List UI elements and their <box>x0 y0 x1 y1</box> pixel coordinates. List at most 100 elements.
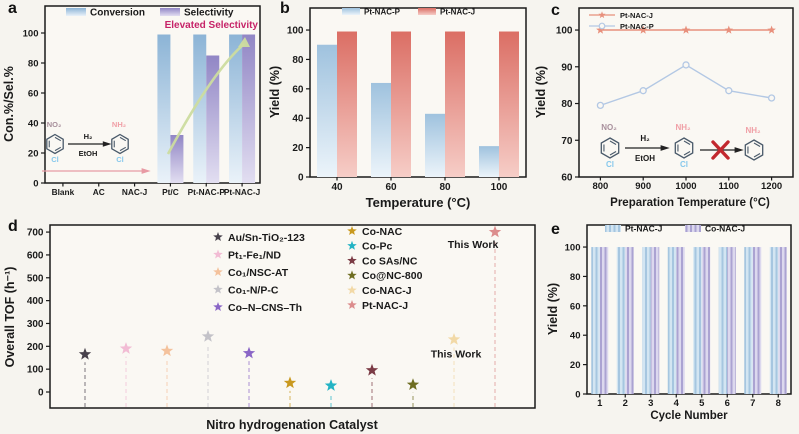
product-cl-label: Cl <box>116 155 124 164</box>
legend-marker-circle <box>598 22 606 30</box>
benzene-bond <box>54 136 62 142</box>
plot-area <box>44 5 261 184</box>
y-tick-label: 20 <box>28 149 39 160</box>
panel-label-a: a <box>8 0 17 17</box>
legend-label-Pt-NAC-J: Pt-NAC-J <box>362 300 408 312</box>
bar-Pt-NAC-P-60 <box>371 82 391 177</box>
benzene-bond <box>683 151 691 156</box>
x-axis-title: Temperature (°C) <box>366 195 471 210</box>
legend-label-Co@NC-800: Co@NC-800 <box>362 270 423 282</box>
x-tick-label: AC <box>93 187 105 197</box>
x-tick-label: 60 <box>385 182 397 193</box>
point-Co–N–CNS–Th <box>242 346 256 359</box>
progress-arrow-head <box>141 168 151 174</box>
bar-Conversion-Pt/C <box>157 34 171 183</box>
x-tick-label: 3 <box>648 398 653 409</box>
legend-label-Co-NAC: Co-NAC <box>362 226 403 238</box>
point-Pt-NAC-J-900 <box>638 25 648 34</box>
point-Pt-NAC-J-1200 <box>767 25 776 34</box>
legend-label-Pt-NAC-J: Pt-NAC-J <box>620 11 653 20</box>
legend-marker-Co-NAC <box>347 226 357 235</box>
legend-label-conversion: Conversion <box>90 8 145 19</box>
bar-Co-NAC-J-cycle-2 <box>625 247 634 394</box>
y-tick-label: 100 <box>287 26 304 37</box>
point-Pt₁-Fe₁/ND <box>119 342 133 354</box>
y-tick-label: 100 <box>565 243 581 254</box>
bar-Co-NAC-J-cycle-8 <box>778 247 787 394</box>
y-tick-label: 600 <box>27 250 44 261</box>
bar-Pt-NAC-J-cycle-6 <box>718 247 728 394</box>
point-Pt-NAC-P-900 <box>639 87 647 95</box>
reactant-cl-label: Cl <box>51 155 59 164</box>
bar-Pt-NAC-J-cycle-7 <box>744 247 753 394</box>
bar-Selectivity-Pt-NAC-J <box>242 34 256 183</box>
legend-label-Pt₁-Fe₁/ND: Pt₁-Fe₁/ND <box>228 249 281 261</box>
panel-c-yield-vs-preparation-temperature-chart: 60 70 80 90 100 Yield (%) Preparation Temperat… <box>534 7 794 209</box>
legend-swatch-conversion <box>66 8 86 16</box>
bar-Co-NAC-J-cycle-3 <box>650 247 660 394</box>
bar-Pt-NAC-P-80 <box>425 113 445 177</box>
bar-Pt-NAC-J-cycle-4 <box>667 247 677 394</box>
legend-marker-Co–N–CNS–Th <box>213 302 223 311</box>
y-tick-label: 60 <box>28 89 39 100</box>
y-tick-label: 70 <box>561 136 573 147</box>
x-tick-label: 8 <box>776 398 781 409</box>
legend-marker-Co-Pc <box>347 240 357 250</box>
benzene-bond <box>609 140 617 145</box>
annotation-elevated-selectivity: Elevated Selectivity <box>165 20 259 31</box>
y-tick-label: 700 <box>27 228 44 239</box>
y-tick-label: 500 <box>27 273 44 284</box>
x-axis-title: Cycle Number <box>650 410 728 422</box>
legend-marker-Co₁/NSC-AT <box>213 267 223 276</box>
legend-swatch-pt-nac-j <box>418 8 436 15</box>
benzene-bond <box>753 153 761 158</box>
panel-label-d: d <box>8 218 18 235</box>
bar-Pt-NAC-J-cycle-8 <box>769 247 779 394</box>
benzene-bond <box>54 146 62 152</box>
y-tick-label: 60 <box>292 84 304 95</box>
bar-Pt-NAC-J-cycle-5 <box>693 247 702 394</box>
point-Co SAs/NC <box>365 363 379 376</box>
y-tick-label: 60 <box>570 301 581 312</box>
benzene-bond <box>609 151 617 156</box>
legend-label-pt-nac-p: Pt-NAC-P <box>364 8 401 17</box>
x-tick-label: Pt/C <box>162 187 179 197</box>
condition-etoh-label: EtOH <box>635 154 655 163</box>
blocked-cross-icon <box>711 140 730 160</box>
product-nh2-label: NH₂ <box>745 126 761 135</box>
point-Pt-NAC-J-1000 <box>681 25 691 34</box>
y-tick-label: 80 <box>570 272 581 283</box>
point-Co@NC-800 <box>406 378 420 390</box>
x-tick-label: 80 <box>439 182 451 193</box>
x-tick-label: 2 <box>623 398 628 409</box>
x-tick-label: 7 <box>750 398 755 409</box>
benzene-bond <box>119 146 127 152</box>
panel-d-tof-comparison-chart: 0 100 200 300 400 500 600 700 Overall TOF (h⁻¹) N… <box>3 224 536 432</box>
point-Pt-NAC-P-1000 <box>682 61 690 69</box>
x-tick-label: 800 <box>592 181 608 192</box>
plot-area <box>49 224 536 409</box>
x-tick-label: 900 <box>635 181 651 192</box>
trend-arrow <box>166 43 245 155</box>
x-tick-label: 1100 <box>718 181 739 192</box>
bar-Pt-NAC-J-cycle-1 <box>591 247 600 394</box>
point-Pt-NAC-P-1200 <box>767 94 776 102</box>
y-tick-label: 80 <box>561 99 573 110</box>
intermediate-cl-label: Cl <box>680 160 688 169</box>
benzene-ring <box>674 137 694 159</box>
bar-Co-NAC-J-cycle-5 <box>701 247 711 394</box>
x-tick-label: Pt-NAC-J <box>224 187 261 197</box>
benzene-ring <box>46 133 64 155</box>
y-tick-label: 400 <box>27 296 44 307</box>
x-tick-label: 1 <box>597 398 603 409</box>
legend-marker-Co₁-N/P-C <box>213 284 223 294</box>
legend-swatch-selectivity <box>160 8 180 16</box>
legend-marker-Co@NC-800 <box>347 270 357 280</box>
y-tick-label: 90 <box>561 62 573 73</box>
reaction-arrow-1-head <box>660 145 670 151</box>
legend-swatch-pt-nac-j <box>605 225 621 232</box>
legend-label-Co-Pc: Co-Pc <box>362 241 392 253</box>
reactant-cl-label: Cl <box>606 160 614 169</box>
condition-h2-label: H₂ <box>640 134 650 143</box>
x-axis-title: Nitro hydrogenation Catalyst <box>206 418 378 432</box>
